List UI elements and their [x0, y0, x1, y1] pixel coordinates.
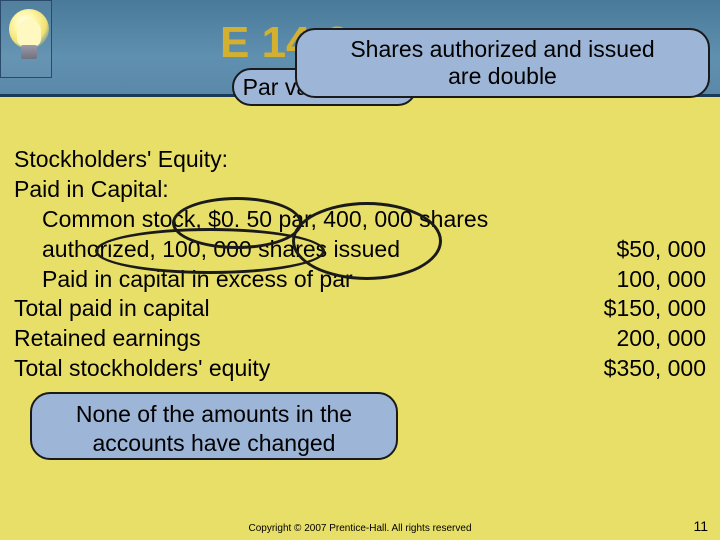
lightbulb-icon [0, 0, 52, 78]
footer-page-number: 11 [693, 518, 708, 534]
callout-none-line1: None of the amounts in the [40, 400, 388, 429]
amount-total-se: $350, 000 [576, 354, 706, 384]
highlight-oval-issued [95, 228, 325, 274]
callout-shares-line1: Shares authorized and issued [305, 36, 700, 63]
callout-shares-line2: are double [305, 63, 700, 90]
callout-none-line2: accounts have changed [40, 429, 388, 458]
amount-retained: 200, 000 [576, 324, 706, 354]
amount-common: $50, 000 [576, 235, 706, 265]
callout-none-changed: None of the amounts in the accounts have… [30, 392, 398, 460]
heading-stockholders: Stockholders' Equity: [14, 145, 706, 175]
paid-in-excess-label: Paid in capital in excess of par [14, 265, 576, 295]
heading-paid-in: Paid in Capital: [14, 175, 706, 205]
total-se-label: Total stockholders' equity [14, 354, 576, 384]
total-pic-label: Total paid in capital [14, 294, 576, 324]
amount-paid-excess: 100, 000 [576, 265, 706, 295]
callout-shares: Shares authorized and issued are double [295, 28, 710, 98]
footer-copyright: Copyright © 2007 Prentice-Hall. All righ… [0, 523, 720, 534]
amount-total-pic: $150, 000 [576, 294, 706, 324]
retained-label: Retained earnings [14, 324, 576, 354]
